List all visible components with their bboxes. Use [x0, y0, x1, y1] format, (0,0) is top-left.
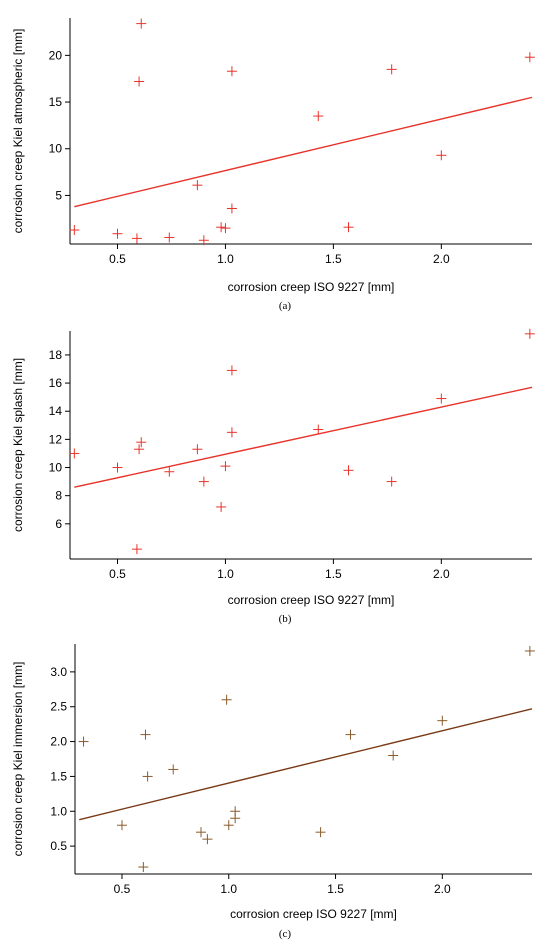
- data-point: [134, 444, 145, 455]
- data-point: [226, 427, 237, 438]
- x-tick-label: 1.5: [325, 252, 342, 266]
- data-point: [386, 476, 397, 487]
- data-point: [436, 393, 447, 404]
- y-tick-label: 14: [49, 404, 63, 418]
- data-point: [220, 461, 231, 472]
- y-tick-label: 10: [49, 461, 63, 475]
- trend-line: [74, 386, 533, 488]
- y-tick-label: 2.0: [50, 735, 67, 749]
- data-point: [343, 222, 354, 233]
- x-tick-label: 2.0: [433, 567, 450, 581]
- y-tick-label: 1.0: [50, 804, 67, 818]
- data-point: [230, 806, 241, 817]
- x-tick-label: 1.5: [325, 567, 342, 581]
- data-point: [195, 827, 206, 838]
- data-point: [140, 729, 151, 740]
- chart-panel-1: 0.5 1.0 1.5 2.0 5 10 15 20 corrosion creep ISO 9…: [11, 18, 535, 312]
- y-tick-label: 12: [49, 432, 63, 446]
- data-point: [388, 750, 399, 761]
- data-point: [134, 76, 145, 87]
- data-point: [112, 228, 123, 239]
- x-tick-label: 0.5: [109, 567, 126, 581]
- data-point: [142, 771, 153, 782]
- x-tick-label: 2.0: [434, 882, 451, 896]
- data-point: [131, 544, 142, 555]
- data-point: [198, 476, 209, 487]
- data-point: [436, 150, 447, 161]
- y-tick-label: 20: [49, 48, 63, 62]
- x-tick-label: 1.0: [217, 567, 234, 581]
- data-point: [524, 52, 535, 63]
- y-tick-label: 15: [49, 95, 63, 109]
- chart-panel-2: 0.5 1.0 1.5 2.0 6 8 10 12 14 16 18 corrosion creep …: [11, 328, 535, 625]
- trend-line: [79, 708, 533, 821]
- data-point: [221, 694, 232, 705]
- x-tick-label: 1.0: [217, 252, 234, 266]
- y-tick-label: 5: [55, 188, 62, 202]
- x-tick-label: 0.5: [114, 882, 131, 896]
- data-point: [168, 764, 179, 775]
- panel-caption: (a): [279, 300, 292, 312]
- x-axis-label: corrosion creep ISO 9227 [mm]: [230, 907, 397, 921]
- data-point: [223, 820, 234, 831]
- data-point: [437, 715, 448, 726]
- y-tick-label: 2.5: [50, 700, 67, 714]
- data-point: [69, 224, 80, 235]
- data-point: [78, 736, 89, 747]
- y-tick-label: 1.5: [50, 769, 67, 783]
- data-point: [226, 66, 237, 77]
- data-point: [69, 448, 80, 459]
- data-point: [112, 462, 123, 473]
- y-axis-label: corrosion creep Kiel splash [mm]: [11, 358, 25, 532]
- y-axis-label: corrosion creep Kiel immersion [mm]: [11, 662, 25, 857]
- y-tick-label: 18: [49, 348, 63, 362]
- data-point: [524, 645, 535, 656]
- data-point: [313, 111, 324, 122]
- chart-panel-3: 0.5 1.0 1.5 2.0 0.5 1.0 1.5 2.0 2.5 3.0 corrosion …: [11, 644, 535, 940]
- panel-caption: (c): [279, 928, 292, 940]
- y-tick-label: 0.5: [50, 839, 67, 853]
- x-axis-label: corrosion creep ISO 9227 [mm]: [228, 280, 395, 294]
- data-point: [315, 827, 326, 838]
- data-point: [192, 180, 203, 191]
- data-point: [136, 437, 147, 448]
- y-tick-label: 6: [55, 517, 62, 531]
- data-point: [192, 444, 203, 455]
- y-tick-label: 10: [49, 142, 63, 156]
- data-point: [386, 64, 397, 75]
- data-point: [198, 235, 209, 246]
- x-tick-label: 2.0: [433, 252, 450, 266]
- data-point: [131, 233, 142, 244]
- data-point: [524, 328, 535, 339]
- y-axis-label: corrosion creep Kiel atmospheric [mm]: [11, 29, 25, 234]
- data-point: [313, 424, 324, 435]
- data-point: [216, 222, 227, 233]
- data-point: [220, 223, 231, 234]
- trend-line: [74, 96, 533, 208]
- data-point: [116, 820, 127, 831]
- data-point: [226, 365, 237, 376]
- panel-caption: (b): [279, 613, 292, 625]
- data-point: [202, 834, 213, 845]
- data-point: [138, 862, 149, 873]
- data-point: [226, 203, 237, 214]
- y-tick-label: 8: [55, 489, 62, 503]
- data-point: [216, 501, 227, 512]
- x-tick-label: 0.5: [109, 252, 126, 266]
- data-point: [164, 232, 175, 243]
- x-tick-label: 1.0: [220, 882, 237, 896]
- data-point: [343, 465, 354, 476]
- y-tick-label: 3.0: [50, 665, 67, 679]
- y-tick-label: 16: [49, 376, 63, 390]
- data-point: [345, 729, 356, 740]
- data-point: [164, 466, 175, 477]
- x-axis-label: corrosion creep ISO 9227 [mm]: [228, 593, 395, 607]
- data-point: [136, 18, 147, 29]
- x-tick-label: 1.5: [327, 882, 344, 896]
